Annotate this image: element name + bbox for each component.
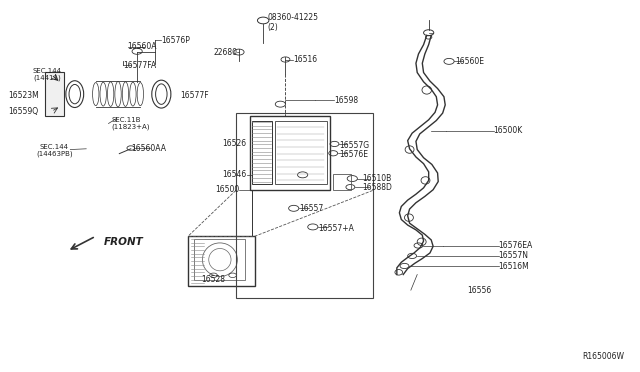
Text: 16560E: 16560E — [456, 57, 484, 66]
Text: 16500K: 16500K — [493, 126, 523, 135]
Text: 22680: 22680 — [213, 48, 237, 57]
Text: 16588D: 16588D — [362, 183, 392, 192]
Bar — [333, 174, 351, 190]
Text: 16560AA: 16560AA — [131, 144, 166, 153]
Bar — [45, 72, 64, 116]
Text: 16559Q: 16559Q — [8, 107, 38, 116]
Text: SEC.144
(14411): SEC.144 (14411) — [32, 68, 61, 81]
Text: 16560A: 16560A — [127, 42, 157, 51]
Text: FRONT: FRONT — [104, 237, 144, 247]
Text: 16576P: 16576P — [161, 36, 190, 45]
Text: 16557G: 16557G — [340, 141, 370, 150]
Bar — [250, 116, 330, 190]
Text: 16528: 16528 — [202, 275, 225, 284]
Text: 16500: 16500 — [215, 185, 239, 194]
Text: 16576E: 16576E — [340, 150, 369, 159]
Text: 16557+A: 16557+A — [319, 224, 355, 233]
Text: 16526: 16526 — [223, 139, 246, 148]
Text: 08360-41225
(2): 08360-41225 (2) — [268, 13, 319, 32]
Text: R165006W: R165006W — [582, 352, 624, 361]
Text: 16557: 16557 — [300, 204, 324, 213]
Text: SEC.11B
(11823+A): SEC.11B (11823+A) — [112, 117, 150, 130]
Text: 16516: 16516 — [293, 55, 317, 64]
Text: 16577FA: 16577FA — [123, 61, 156, 70]
Text: 16516M: 16516M — [499, 262, 529, 271]
Text: 16598: 16598 — [335, 96, 358, 105]
Text: 16523M: 16523M — [8, 92, 38, 100]
Text: 16510B: 16510B — [362, 174, 391, 183]
Bar — [195, 239, 245, 280]
Text: 16557N: 16557N — [499, 251, 529, 260]
Text: 16576EA: 16576EA — [499, 241, 533, 250]
Text: 16546: 16546 — [222, 170, 246, 179]
Bar — [188, 236, 255, 286]
Bar — [252, 121, 272, 184]
Text: SEC.144
(14463PB): SEC.144 (14463PB) — [36, 144, 73, 157]
Text: 16577F: 16577F — [180, 92, 209, 100]
Bar — [236, 113, 372, 298]
Bar — [275, 121, 327, 184]
Text: 16556: 16556 — [467, 286, 492, 295]
